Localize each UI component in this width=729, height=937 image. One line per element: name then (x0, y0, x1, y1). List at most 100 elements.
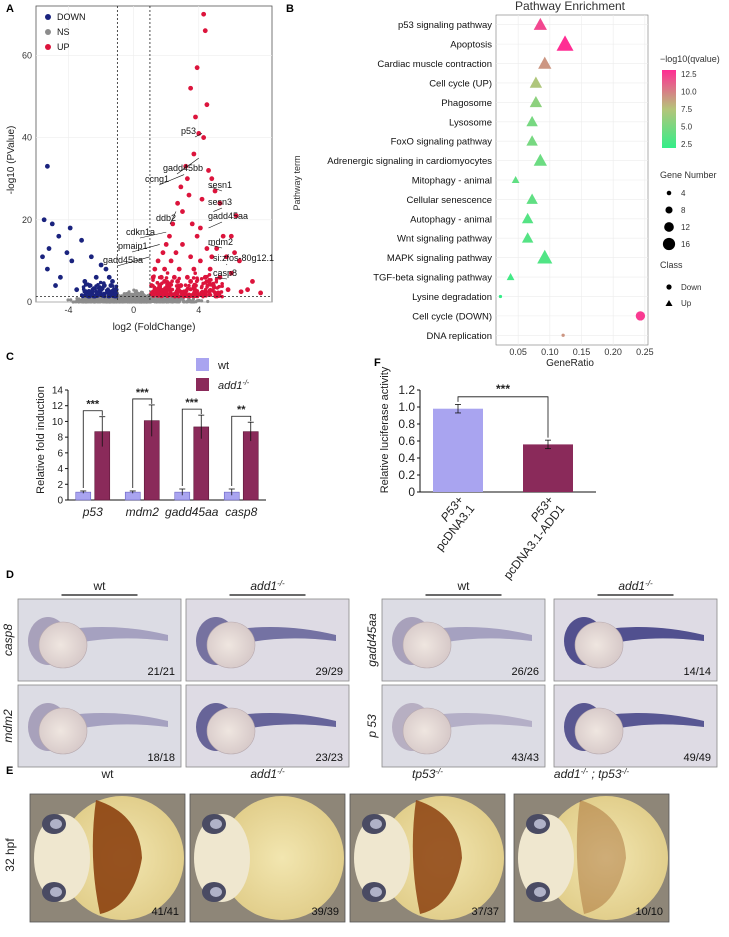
embryo-count: 49/49 (683, 752, 711, 764)
legend-up-dot (45, 44, 51, 50)
volcano-xtick: 4 (196, 305, 201, 315)
class-down-dot (666, 284, 672, 290)
up-point (194, 233, 200, 239)
ns-point (69, 298, 73, 302)
up-point (217, 284, 221, 289)
pathway-mark-up (526, 193, 538, 204)
genotype-header: tp53-/- (412, 767, 443, 781)
qpcr-ytick: 14 (52, 386, 64, 397)
up-point (201, 135, 207, 140)
up-point (159, 288, 164, 293)
up-point (163, 242, 169, 247)
color-legend-tick: 10.0 (681, 88, 697, 97)
luc-bar-control (433, 408, 483, 492)
volcano-xlabel: log2 (FoldChange) (113, 322, 196, 333)
qpcr-legend: wt add1-/- (196, 358, 250, 392)
gene-label-left: casp8 (1, 624, 15, 656)
luc-category: P53+pcDNA3.1-ADD1 (501, 493, 568, 582)
up-point (191, 276, 196, 280)
down-point (82, 279, 88, 284)
down-point (113, 291, 119, 297)
ns-point (66, 298, 70, 302)
ish-tile: 43/43 (381, 684, 546, 768)
pathway-term-label: Wnt signaling pathway (397, 234, 492, 245)
pathway-mark-up (538, 56, 552, 69)
significance-bracket (181, 408, 202, 486)
up-point (158, 274, 164, 280)
down-point (87, 291, 92, 296)
legend-wt-label: wt (217, 360, 229, 372)
embryo-lens (370, 887, 382, 897)
up-point (207, 282, 212, 287)
embryo-tail-stain (606, 627, 704, 643)
class-up-triangle (665, 300, 673, 306)
qpcr-ytick: 6 (57, 448, 63, 459)
up-point (175, 200, 181, 206)
class-up-label: Up (681, 299, 692, 308)
luc-significance-stars: *** (496, 382, 510, 396)
pathway-mark-down (561, 333, 565, 337)
embryo-yolk (220, 796, 344, 920)
up-point (206, 168, 211, 173)
ns-point (136, 295, 140, 299)
pathway-mark-up (521, 232, 534, 243)
bar-add1 (242, 431, 259, 501)
significance-bracket (231, 415, 252, 486)
qpcr-ytick: 4 (57, 464, 63, 475)
down-point (40, 254, 45, 260)
color-legend-bar (662, 70, 676, 148)
down-point (101, 283, 107, 288)
genotype-sup: -/- (581, 767, 589, 776)
down-point (74, 287, 80, 293)
down-point (106, 274, 112, 280)
up-point (238, 289, 244, 295)
down-point (93, 274, 99, 280)
size-legend-dot (662, 237, 676, 251)
ish-tile: 21/21 (17, 598, 182, 682)
significance-stars: *** (136, 387, 150, 399)
embryo-yolk (544, 796, 668, 920)
embryo-lens (534, 887, 546, 897)
volcano-ylabel: -log10 (PValue) (6, 126, 17, 195)
ns-point (128, 293, 132, 297)
ns-point (124, 294, 128, 298)
down-point (41, 217, 47, 223)
annotation-leader (210, 186, 223, 192)
gene-annotation: p53 (181, 126, 196, 136)
pathway-title: Pathway Enrichment (515, 0, 626, 13)
up-point (204, 102, 210, 108)
qpcr-category: p53 (82, 505, 103, 519)
embryo-tail-stain (238, 713, 336, 729)
gene-annotation: gadd45ba (103, 255, 143, 265)
embryo-tail-stain (70, 627, 168, 643)
pathway-term-label: FoxO signaling pathway (391, 137, 493, 148)
up-point (178, 283, 184, 288)
pathway-term-label: Apoptosis (450, 40, 492, 51)
up-point (201, 11, 207, 17)
qpcr-category: casp8 (225, 505, 257, 519)
up-point (212, 188, 218, 194)
ns-point (109, 300, 113, 304)
luc-ytick: 0 (408, 485, 415, 499)
pathway-xlabel: GeneRatio (546, 358, 594, 369)
up-point (217, 274, 223, 280)
gene-annotation: casp8 (213, 268, 237, 278)
embryo-lens (50, 819, 62, 829)
ns-point (133, 299, 137, 303)
down-point (44, 163, 50, 169)
up-point (209, 254, 215, 260)
pathway-mark-up (529, 95, 543, 108)
up-point (220, 294, 224, 299)
ns-point (105, 298, 109, 302)
qpcr-ytick: 8 (57, 433, 63, 444)
up-point (217, 200, 223, 206)
ns-point (130, 296, 135, 300)
qpcr-category: mdm2 (126, 505, 160, 519)
down-point (56, 233, 62, 239)
down-point (98, 262, 104, 268)
embryo-lens (210, 819, 222, 829)
up-point (162, 279, 167, 284)
pathway-term-label: p53 signaling pathway (398, 20, 492, 31)
embryo-yolk (574, 707, 624, 755)
up-point (214, 246, 220, 251)
